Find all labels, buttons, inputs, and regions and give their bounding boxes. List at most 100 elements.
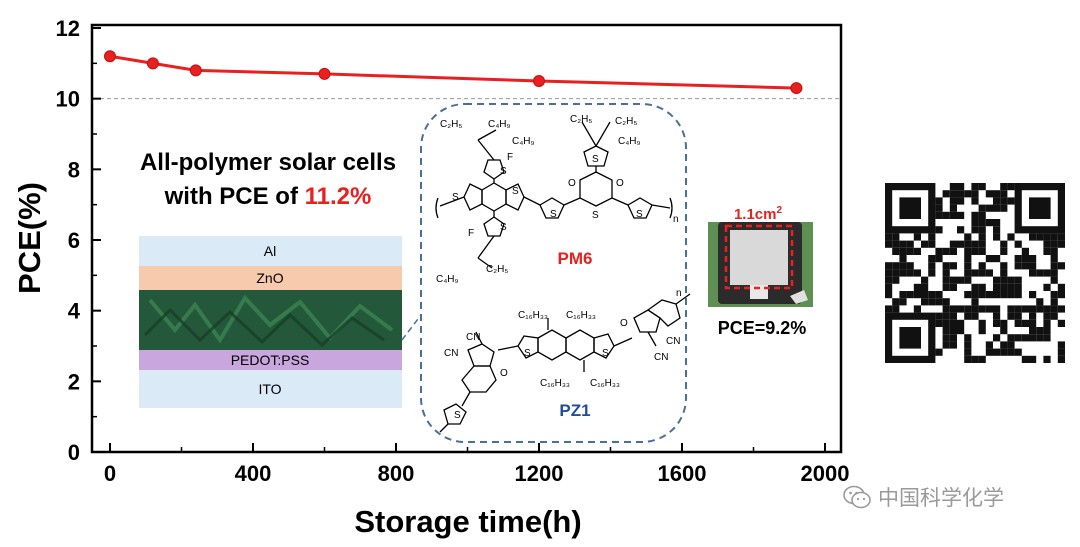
- qr-module: [921, 298, 929, 306]
- qr-module: [885, 269, 893, 277]
- qr-module: [1000, 276, 1008, 284]
- pm6-c2h5-bdd-right: C₂H₅: [615, 116, 637, 127]
- x-tick-label: 1600: [658, 461, 707, 486]
- qr-module: [993, 233, 1001, 241]
- qr-module: [1000, 348, 1008, 356]
- qr-module: [1050, 247, 1058, 255]
- layer-zno: [139, 266, 402, 290]
- qr-module: [1043, 233, 1051, 241]
- qr-module: [1050, 276, 1058, 284]
- qr-module: [957, 197, 965, 205]
- qr-module: [1000, 197, 1008, 205]
- qr-module: [1029, 233, 1037, 241]
- qr-module: [899, 291, 907, 299]
- pm6-s-bottom: S: [500, 222, 507, 233]
- qr-module: [928, 233, 936, 241]
- pm6-c4h9-bottom: C₄H₉: [436, 274, 459, 285]
- watermark-text: 中国科学化学: [878, 486, 1004, 510]
- qr-module: [1014, 305, 1022, 313]
- qr-module: [978, 204, 986, 212]
- qr-module: [978, 355, 986, 363]
- qr-module: [1007, 197, 1015, 205]
- pm6-s-left: S: [452, 192, 459, 203]
- qr-module: [993, 190, 1001, 198]
- qr-module: [985, 190, 993, 198]
- qr-module: [985, 305, 993, 313]
- pm6-c2h5-top: C₂H₅: [440, 119, 462, 130]
- qr-module: [899, 240, 907, 248]
- qr-module: [978, 262, 986, 270]
- qr-module: [964, 190, 972, 198]
- qr-module: [1007, 183, 1015, 191]
- qr-module: [1036, 305, 1044, 313]
- qr-module: [978, 269, 986, 277]
- pz1-ic-left-benzene: [461, 365, 497, 393]
- device-stack: Al ZnO PEDOT:PSS ITO: [139, 236, 402, 408]
- qr-module: [949, 276, 957, 284]
- qr-module: [949, 283, 957, 291]
- qr-module: [921, 283, 929, 291]
- qr-module: [1014, 291, 1022, 299]
- qr-module: [921, 291, 929, 299]
- qr-module: [921, 240, 929, 248]
- qr-module: [1000, 247, 1008, 255]
- qr-finder-center: [1029, 197, 1051, 219]
- pm6-s-end: S: [636, 209, 643, 220]
- qr-module: [1029, 291, 1037, 299]
- x-tick-label: 2000: [801, 461, 850, 486]
- qr-module: [928, 255, 936, 263]
- qr-module: [899, 247, 907, 255]
- molecule-callout-box: [420, 103, 687, 443]
- qr-module: [1029, 262, 1037, 270]
- qr-module: [928, 262, 936, 270]
- qr-module: [1007, 291, 1015, 299]
- qr-module: [942, 334, 950, 342]
- qr-module: [935, 211, 943, 219]
- qr-module: [1057, 319, 1065, 327]
- qr-module: [885, 240, 893, 248]
- qr-module: [949, 240, 957, 248]
- qr-module: [1007, 334, 1015, 342]
- qr-module: [1007, 283, 1015, 291]
- pz1-s-left: S: [524, 348, 531, 359]
- qr-module: [913, 283, 921, 291]
- pz1-thiophene-r: [593, 333, 615, 359]
- pz1-s-end: S: [454, 410, 461, 421]
- qr-module: [1029, 327, 1037, 335]
- qr-module: [993, 319, 1001, 327]
- qr-module: [985, 291, 993, 299]
- qr-module: [892, 305, 900, 313]
- callout-connector: [401, 314, 422, 341]
- qr-module: [892, 233, 900, 241]
- qr-module: [942, 305, 950, 313]
- qr-module: [1000, 262, 1008, 270]
- qr-module: [993, 276, 1001, 284]
- qr-module: [1050, 269, 1058, 277]
- pz1-ic-right-5ring: [633, 309, 661, 333]
- qr-module: [978, 319, 986, 327]
- qr-module: [913, 233, 921, 241]
- device-area-label: 1.1cm2: [734, 205, 783, 223]
- qr-module: [1000, 327, 1008, 335]
- headline-value: 11.2%: [305, 183, 372, 210]
- qr-module: [885, 291, 893, 299]
- pz1-c16h33-bottom-2: C₁₆H₃₃: [590, 378, 620, 389]
- qr-module: [1021, 355, 1029, 363]
- qr-module: [935, 204, 943, 212]
- qr-module: [1050, 312, 1058, 320]
- qr-module: [993, 291, 1001, 299]
- x-tick-label: 1200: [515, 461, 564, 486]
- qr-module: [1029, 312, 1037, 320]
- qr-module: [985, 348, 993, 356]
- qr-module: [971, 211, 979, 219]
- pm6-o-left: O: [568, 178, 576, 189]
- pz1-s-right: S: [602, 348, 609, 359]
- qr-module: [1029, 305, 1037, 313]
- qr-finder-center: [899, 327, 921, 349]
- pm6-c2h5-bottom: C₂H₅: [486, 264, 508, 275]
- qr-module: [985, 204, 993, 212]
- qr-module: [978, 327, 986, 335]
- qr-module: [892, 247, 900, 255]
- qr-module: [964, 240, 972, 248]
- qr-module: [1014, 255, 1022, 263]
